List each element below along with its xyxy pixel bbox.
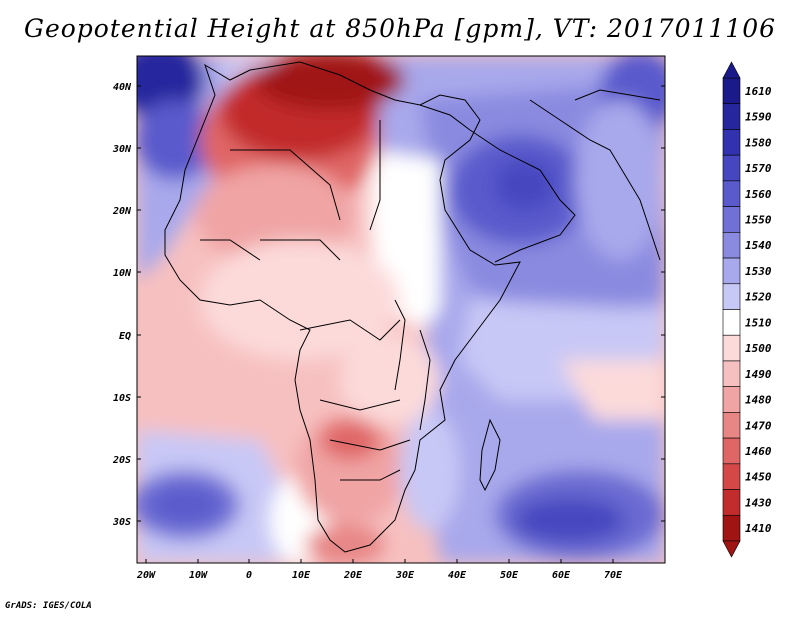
colorbar-swatch	[722, 180, 741, 207]
lat-label: 10N	[113, 268, 132, 279]
map-title: Geopotential Height at 850hPa [gpm], VT:…	[23, 14, 777, 43]
colorbar-swatch	[722, 232, 741, 259]
coastlines	[164, 61, 661, 553]
colorbar-label: 1520	[745, 291, 772, 304]
colorbar-swatch	[722, 412, 741, 439]
colorbar-swatch	[722, 283, 741, 310]
colorbar-label: 1530	[745, 265, 772, 278]
colorbar-label: 1590	[745, 111, 772, 124]
colorbar-swatch	[722, 437, 741, 465]
colorbar-label: 1410	[745, 522, 772, 535]
plot-frame	[136, 55, 666, 564]
colorbar-swatch	[722, 386, 741, 413]
lat-ticks	[137, 85, 665, 522]
lat-label: 10S	[113, 393, 131, 404]
colorbar-label: 1540	[745, 239, 772, 252]
lat-label: 30N	[112, 144, 132, 155]
colorbar-swatch	[722, 360, 741, 387]
colorbar-swatch	[722, 309, 741, 336]
colorbar-swatch	[722, 489, 741, 516]
colorbar-label: 1560	[745, 188, 772, 201]
lat-label: 20S	[112, 455, 131, 466]
lat-label: 40N	[113, 82, 132, 93]
lon-label: 60E	[552, 570, 571, 581]
colorbar-swatch	[722, 463, 741, 490]
lon-ticks	[145, 559, 614, 563]
lon-label: 40E	[448, 570, 467, 581]
colorbar-swatch	[722, 77, 741, 105]
lon-label: 20E	[343, 570, 363, 581]
lon-label: 10W	[189, 570, 208, 581]
colorbar-label: 1490	[745, 368, 772, 381]
colorbar-bottom-arrow	[722, 540, 741, 558]
colorbar-label: 1510	[745, 316, 772, 329]
colorbar-label: 1450	[745, 471, 772, 484]
colorbar-swatch	[722, 257, 741, 285]
colorbar-swatch	[722, 103, 741, 130]
colorbar-top-arrow	[722, 61, 741, 79]
lon-label: 20W	[136, 570, 156, 581]
colorbar-swatch	[722, 154, 741, 182]
height-field	[137, 56, 665, 563]
colorbar-swatch	[722, 206, 741, 233]
colorbar-label: 1550	[745, 213, 772, 226]
credit-text: GrADS: IGES/COLA	[5, 601, 92, 611]
lat-label: EQ	[119, 331, 131, 342]
colorbar-swatch	[722, 334, 741, 362]
lon-label: 10E	[292, 570, 311, 581]
colorbar-label: 1460	[745, 445, 772, 458]
colorbar-label: 1580	[745, 136, 772, 149]
lon-label: 70E	[604, 570, 623, 581]
lat-label: 20N	[112, 206, 132, 217]
colorbar-label: 1500	[745, 342, 772, 355]
lat-label: 30S	[112, 517, 131, 528]
lon-label: 50E	[500, 570, 519, 581]
colorbar-label: 1470	[745, 419, 772, 432]
colorbar-swatch	[722, 514, 741, 542]
colorbar-label: 1480	[745, 394, 772, 407]
colorbar-label: 1430	[745, 496, 772, 509]
lon-label: 0	[246, 570, 252, 581]
colorbar: 1610 1590 1580 1570 1560 1550 1540 1530 1520 1510…	[722, 61, 772, 558]
colorbar-label: 1570	[745, 162, 772, 175]
colorbar-label: 1610	[745, 85, 772, 98]
lon-label: 30E	[395, 570, 415, 581]
colorbar-swatch	[722, 129, 741, 156]
